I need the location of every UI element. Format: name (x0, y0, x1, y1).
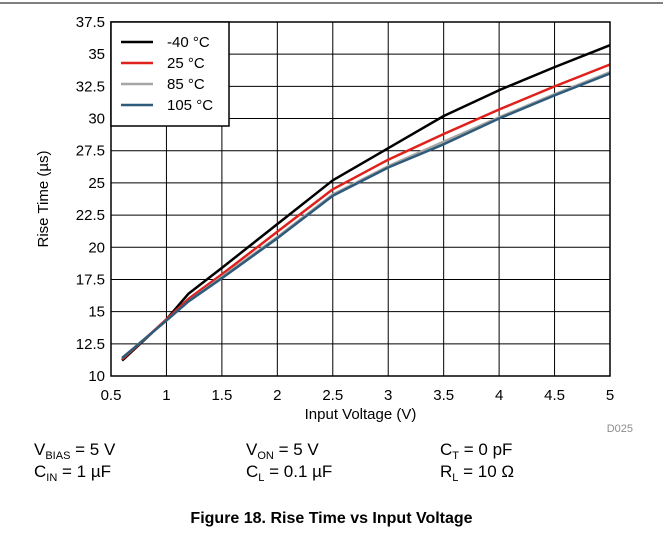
legend-label-0: -40 °C (167, 34, 210, 51)
x-tick-label: 5 (606, 387, 614, 404)
y-tick-label: 25 (88, 175, 105, 192)
y-tick-label: 17.5 (76, 271, 105, 288)
y-tick-label: 10 (88, 368, 105, 385)
x-tick-labels: 0.5 1 1.5 2 2.5 3 3.5 4 4.5 5 (101, 387, 615, 404)
x-tick-label: 1.5 (211, 387, 232, 404)
y-tick-label: 30 (88, 111, 105, 128)
figure-code-label: D025 (607, 423, 633, 435)
legend-label-1: 25 °C (167, 55, 205, 72)
condition-c-t: CT = 0 pF (440, 440, 513, 462)
x-axis-label: Input Voltage (V) (305, 406, 417, 423)
condition-v-on: VON = 5 V (246, 440, 319, 462)
legend-label-2: 85 °C (167, 76, 205, 93)
y-tick-label: 32.5 (76, 78, 105, 95)
figure-caption: Figure 18. Rise Time vs Input Voltage (190, 510, 473, 527)
y-tick-label: 37.5 (76, 14, 105, 31)
x-tick-label: 4 (495, 387, 503, 404)
y-tick-label: 20 (88, 239, 105, 256)
series-line-1 (121, 63, 611, 361)
x-tick-label: 4.5 (544, 387, 565, 404)
y-axis-label: Rise Time (µs) (35, 151, 52, 248)
series-line-3 (121, 72, 611, 359)
x-tick-label: 0.5 (101, 387, 122, 404)
x-tick-label: 3 (384, 387, 392, 404)
series-lines (121, 44, 611, 362)
y-tick-labels: 10 12.5 15 17.5 20 22.5 25 27.5 30 32.5 35 37.5 (76, 14, 105, 385)
condition-c-l: CL = 0.1 µF (246, 462, 333, 484)
y-tick-label: 15 (88, 304, 105, 321)
legend-box (110, 21, 230, 127)
y-tick-label: 27.5 (76, 143, 105, 160)
condition-c-in: CIN = 1 µF (34, 462, 112, 484)
condition-v-bias: VBIAS = 5 V (34, 440, 116, 462)
x-tick-label: 2.5 (322, 387, 343, 404)
x-tick-label: 1 (162, 387, 170, 404)
series-line-0 (121, 44, 611, 362)
y-tick-label: 22.5 (76, 207, 105, 224)
legend-label-3: 105 °C (167, 97, 213, 114)
condition-r-l: RL = 10 Ω (440, 462, 515, 484)
x-tick-label: 2 (273, 387, 281, 404)
x-tick-label: 3.5 (433, 387, 454, 404)
y-tick-label: 12.5 (76, 336, 105, 353)
plot-frame (110, 21, 611, 377)
legend: -40 °C 25 °C 85 °C 105 °C (110, 21, 230, 127)
y-tick-label: 35 (88, 46, 105, 63)
